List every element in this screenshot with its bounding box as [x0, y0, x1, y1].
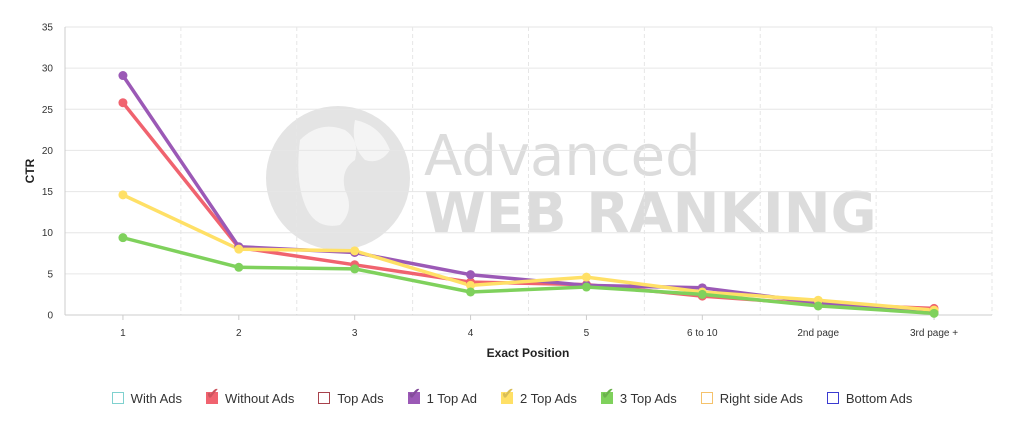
y-axis-title: CTR [23, 158, 37, 183]
data-point-2-top-ads[interactable] [466, 280, 476, 290]
legend-label: 1 Top Ad [426, 390, 477, 406]
x-tick-label: 6 to 10 [687, 328, 718, 339]
data-point-2-top-ads[interactable] [581, 272, 591, 282]
data-point-3-top-ads[interactable] [813, 301, 823, 311]
x-tick-label: 2 [236, 328, 242, 339]
data-point-1-top-ad[interactable] [466, 270, 476, 280]
line-chart: Advanced WEB RANKING 0 5 10 15 20 25 30 35 1 2 3 4… [23, 23, 993, 360]
checkbox-checked-icon[interactable]: ✔ [500, 387, 514, 404]
legend-item-3-top-ads[interactable]: ✔ 3 Top Ads [600, 387, 677, 406]
y-tick-label: 20 [42, 146, 54, 157]
y-tick-label: 35 [42, 23, 54, 34]
series-line-3-top-ads [122, 236, 935, 316]
x-tick-label: 5 [584, 328, 590, 339]
checkbox-empty-icon[interactable] [700, 392, 713, 404]
checkbox-empty-icon[interactable] [826, 392, 839, 404]
checkbox-empty-icon[interactable] [318, 392, 331, 404]
chart-legend: With Ads ✔ Without Ads Top Ads ✔ 1 Top Ad ✔ 2 T… [0, 387, 1024, 409]
checkmark-icon: ✔ [600, 386, 615, 403]
x-tick-label: 4 [468, 328, 474, 339]
data-point-3-top-ads[interactable] [697, 289, 707, 299]
checkbox-checked-icon[interactable]: ✔ [205, 387, 219, 404]
data-point-without-ads[interactable] [118, 98, 128, 108]
x-tick-label: 3 [352, 328, 358, 339]
checkbox-checked-icon[interactable]: ✔ [600, 387, 614, 404]
legend-label: Without Ads [224, 390, 295, 406]
legend-item-top-ads[interactable]: Top Ads [318, 390, 384, 406]
data-point-3-top-ads[interactable] [581, 282, 591, 292]
y-tick-label: 0 [47, 311, 53, 322]
legend-label: Top Ads [337, 390, 384, 406]
x-axis-title: Exact Position [487, 346, 570, 360]
legend-item-2-top-ads[interactable]: ✔ 2 Top Ads [500, 387, 577, 406]
x-tick-label: 2nd page [797, 328, 839, 339]
checkbox-checked-icon[interactable]: ✔ [407, 387, 421, 404]
legend-label: Right side Ads [719, 390, 803, 406]
data-point-2-top-ads[interactable] [118, 190, 128, 200]
legend-item-bottom-ads[interactable]: Bottom Ads [826, 390, 913, 406]
data-point-3-top-ads[interactable] [234, 262, 244, 272]
legend-item-right-side-ads[interactable]: Right side Ads [700, 390, 803, 406]
watermark-logo: Advanced WEB RANKING [266, 106, 877, 250]
checkmark-icon: ✔ [205, 386, 220, 403]
legend-item-with-ads[interactable]: With Ads [111, 390, 182, 406]
checkmark-icon: ✔ [500, 386, 515, 403]
x-tick-label: 1 [120, 328, 126, 339]
x-axis-ticks: 1 2 3 4 5 6 to 10 2nd page 3rd page + [120, 315, 958, 339]
checkbox-empty-icon[interactable] [111, 392, 124, 404]
data-point-3-top-ads[interactable] [350, 264, 360, 274]
legend-item-without-ads[interactable]: ✔ Without Ads [205, 387, 295, 406]
series-lines [121, 74, 935, 316]
grid [64, 26, 993, 316]
y-tick-label: 25 [42, 105, 54, 116]
data-point-1-top-ad[interactable] [118, 71, 128, 81]
series-points [118, 71, 939, 318]
data-point-2-top-ads[interactable] [234, 244, 244, 254]
legend-item-1-top-ad[interactable]: ✔ 1 Top Ad [407, 387, 477, 406]
y-tick-label: 30 [42, 64, 54, 75]
checkmark-icon: ✔ [407, 386, 422, 403]
watermark-text-line2: WEB RANKING [424, 181, 877, 246]
y-tick-label: 15 [42, 187, 54, 198]
legend-label: With Ads [130, 390, 182, 406]
data-point-2-top-ads[interactable] [350, 246, 360, 256]
data-point-3-top-ads[interactable] [466, 287, 476, 297]
legend-label: 3 Top Ads [619, 390, 677, 406]
legend-label: Bottom Ads [845, 390, 913, 406]
series-line-2-top-ads [122, 193, 935, 312]
y-tick-label: 5 [47, 269, 53, 280]
watermark-text-line1: Advanced [424, 124, 701, 189]
y-axis-ticks: 0 5 10 15 20 25 30 35 [42, 23, 54, 322]
legend-label: 2 Top Ads [519, 390, 577, 406]
data-point-3-top-ads[interactable] [929, 308, 939, 318]
y-tick-label: 10 [42, 228, 54, 239]
x-tick-label: 3rd page + [910, 328, 958, 339]
data-point-3-top-ads[interactable] [118, 233, 128, 243]
